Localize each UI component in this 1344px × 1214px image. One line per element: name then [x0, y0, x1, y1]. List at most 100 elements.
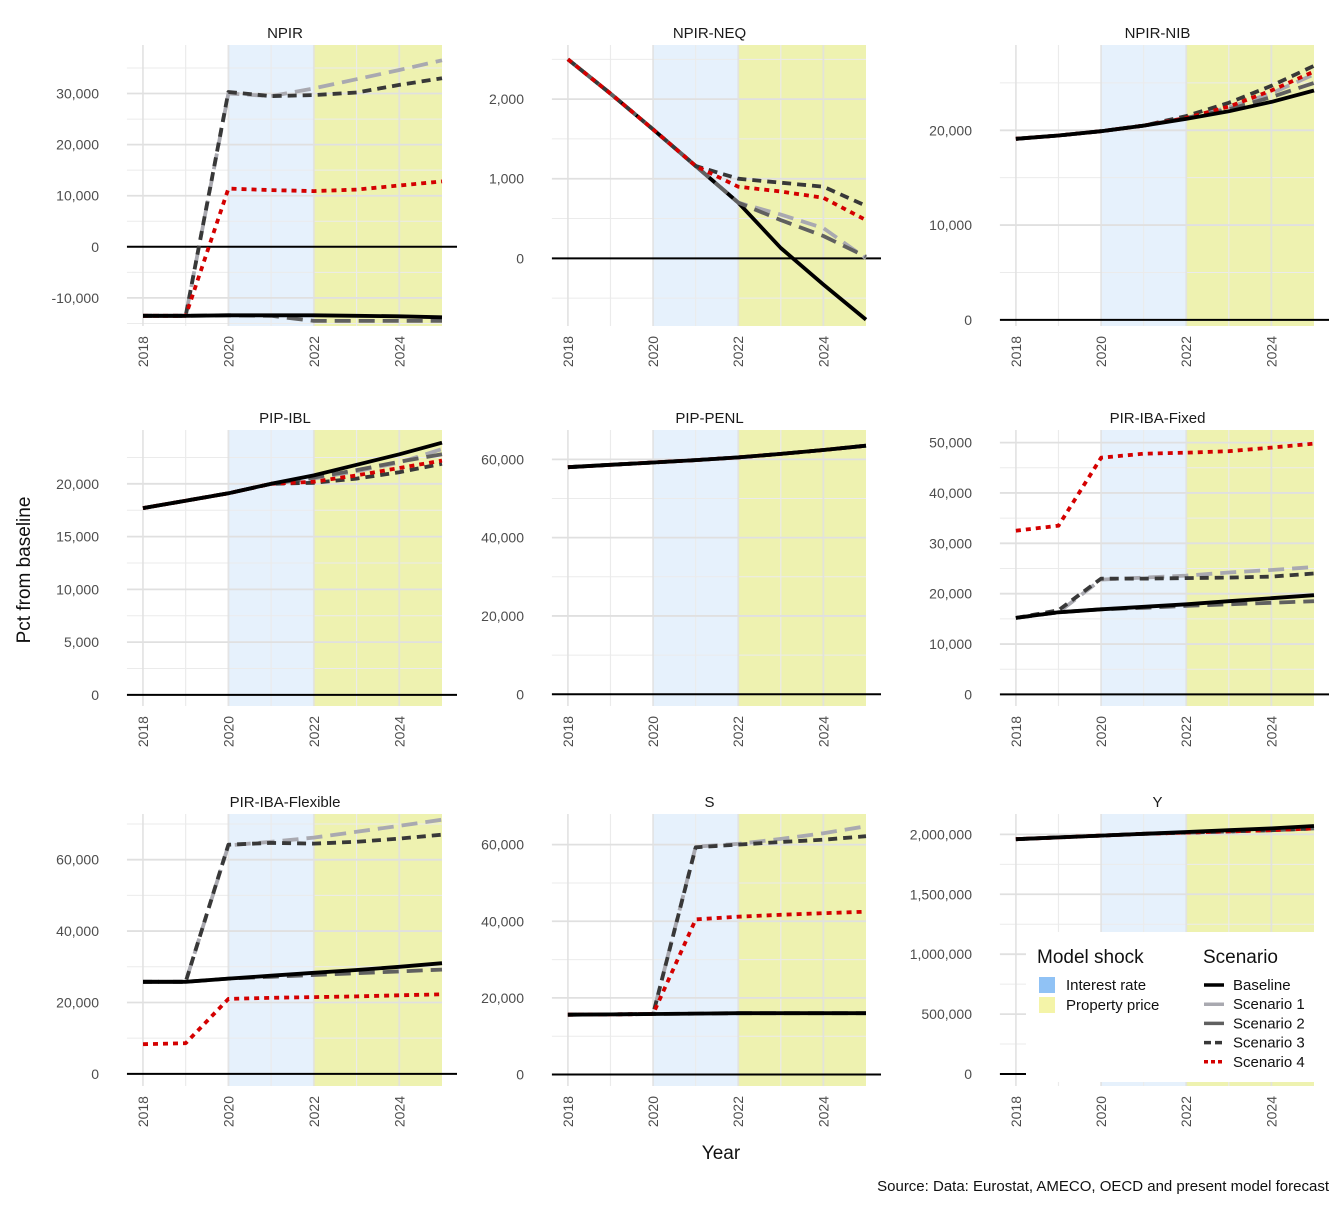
y-tick-label: 10,000	[929, 217, 972, 233]
x-tick-label: 2024	[815, 716, 831, 747]
x-tick-label: 2022	[306, 716, 322, 747]
x-tick-label: 2022	[1178, 716, 1194, 747]
x-tick-label: 2018	[1008, 336, 1024, 367]
x-tick-label: 2018	[135, 336, 151, 367]
y-tick-label: 500,000	[921, 1006, 972, 1022]
x-tick-label: 2020	[220, 1096, 236, 1127]
y-tick-label: 20,000	[481, 990, 524, 1006]
x-tick-label: 2024	[391, 716, 407, 747]
y-tick-label: 1,500,000	[910, 886, 972, 902]
legend-label-baseline: Baseline	[1233, 977, 1291, 994]
x-tick-label: 2022	[306, 1096, 322, 1127]
panel-s: S 0 20,000 40,000 60,000 2018 2020 2022 2024	[481, 794, 881, 1127]
x-tick-label: 2018	[1008, 1096, 1024, 1127]
legend-title-model-shock: Model shock	[1037, 947, 1144, 968]
series-line-scenario-4	[566, 57, 867, 222]
x-tick-label: 2018	[560, 1096, 576, 1127]
series-line-scenario-4	[142, 992, 443, 1047]
y-tick-label: 20,000	[929, 586, 972, 602]
panel-title: PIR-IBA-Flexible	[230, 794, 341, 811]
y-tick-label: 0	[516, 1067, 524, 1083]
shading-property-price	[313, 45, 442, 326]
y-tick-label: 2,000,000	[910, 826, 972, 842]
legend-label-interest-rate: Interest rate	[1066, 977, 1146, 994]
y-tick-label: 10,000	[56, 188, 99, 204]
x-tick-label: 2022	[730, 716, 746, 747]
series-line-baseline	[1015, 593, 1315, 620]
y-tick-label: 60,000	[481, 837, 524, 853]
series-line-scenario-3	[143, 832, 443, 984]
x-tick-label: 2018	[135, 716, 151, 747]
legend-label-scenario-4: Scenario 4	[1233, 1054, 1305, 1071]
panel-title: S	[704, 794, 714, 811]
y-tick-label: 0	[964, 312, 972, 328]
y-tick-label: 1,000	[489, 171, 524, 187]
y-tick-label: 20,000	[56, 994, 99, 1010]
y-axis-title: Pct from baseline	[14, 497, 35, 644]
y-tick-label: 2,000	[489, 91, 524, 107]
series-line-baseline	[143, 961, 443, 984]
y-tick-label: 0	[516, 686, 524, 702]
x-tick-label: 2018	[560, 716, 576, 747]
x-tick-label: 2022	[730, 336, 746, 367]
y-tick-label: 60,000	[56, 852, 99, 868]
x-tick-label: 2020	[220, 716, 236, 747]
panel-npir-nib: NPIR-NIB 0 10,000 20,000 2018 2020 2022 2024	[929, 25, 1329, 367]
y-tick-label: 20,000	[929, 122, 972, 138]
x-axis-title: Year	[702, 1143, 741, 1164]
panel-title: NPIR	[267, 25, 303, 42]
panel-title: NPIR-NIB	[1125, 25, 1191, 42]
y-tick-label: 50,000	[929, 435, 972, 451]
x-tick-label: 2020	[645, 716, 661, 747]
x-tick-label: 2020	[1093, 336, 1109, 367]
y-tick-label: 30,000	[929, 535, 972, 551]
x-tick-label: 2024	[815, 336, 831, 367]
legend-title-scenario: Scenario	[1203, 947, 1278, 968]
y-tick-label: 0	[91, 687, 99, 703]
x-tick-label: 2018	[1008, 716, 1024, 747]
x-tick-label: 2020	[1093, 716, 1109, 747]
y-tick-label: 0	[91, 1066, 99, 1082]
x-tick-label: 2024	[1263, 1096, 1279, 1127]
legend-swatch-interest-rate	[1039, 977, 1055, 993]
y-tick-label: 40,000	[56, 923, 99, 939]
y-tick-label: -10,000	[52, 290, 100, 306]
x-tick-label: 2020	[220, 336, 236, 367]
legend-swatch-property-price	[1039, 997, 1055, 1013]
legend-background	[1188, 932, 1334, 1082]
x-tick-label: 2018	[560, 336, 576, 367]
x-tick-label: 2020	[645, 336, 661, 367]
series-line-scenario-3	[143, 76, 443, 318]
y-tick-label: 0	[91, 239, 99, 255]
x-tick-label: 2024	[391, 1096, 407, 1127]
y-tick-label: 0	[516, 250, 524, 266]
shading-property-price	[313, 814, 442, 1086]
y-tick-label: 40,000	[929, 485, 972, 501]
x-tick-label: 2022	[730, 1096, 746, 1127]
shading-property-price	[738, 430, 866, 706]
series-line-scenario-1	[143, 817, 443, 984]
x-tick-label: 2020	[1093, 1096, 1109, 1127]
panel-npir-neq: NPIR-NEQ 0 1,000 2,000 2018 2020 2022 2024	[489, 25, 881, 367]
panel-npir: NPIR -10,000 0 10,000 20,000 30,000 2018 2020 20…	[52, 25, 457, 367]
y-tick-label: 15,000	[56, 529, 99, 545]
series-line-baseline	[567, 1011, 866, 1017]
legend-label-property-price: Property price	[1066, 997, 1159, 1014]
y-tick-label: 1,000,000	[910, 946, 972, 962]
panel-pir-iba-fixed: PIR-IBA-Fixed 0 10,000 20,000 30,000 40,000 50…	[929, 410, 1329, 747]
x-tick-label: 2024	[391, 336, 407, 367]
x-tick-label: 2024	[1263, 716, 1279, 747]
x-tick-label: 2020	[645, 1096, 661, 1127]
legend: Model shock Interest rate Property price Sc…	[1026, 932, 1334, 1082]
series-line-scenario-4	[567, 909, 867, 1017]
panel-pip-ibl: PIP-IBL 0 5,000 10,000 15,000 20,000 2018 2020 2…	[56, 410, 457, 747]
panel-title: PIR-IBA-Fixed	[1110, 410, 1206, 427]
y-tick-label: 20,000	[481, 608, 524, 624]
y-tick-label: 0	[964, 686, 972, 702]
panel-title: NPIR-NEQ	[673, 25, 746, 42]
series-line-scenario-4	[143, 179, 443, 318]
y-tick-label: 0	[964, 1066, 972, 1082]
x-tick-label: 2022	[1178, 336, 1194, 367]
